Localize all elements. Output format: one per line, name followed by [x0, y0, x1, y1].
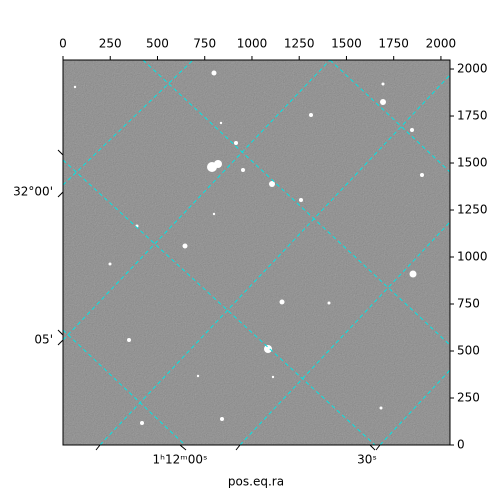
- x-tick-label: 1000: [237, 37, 268, 51]
- x-tick-label: 2000: [426, 37, 457, 51]
- stars: [73, 70, 424, 425]
- y-tick-label: 1750: [457, 109, 488, 123]
- y-tick-label: 2000: [457, 62, 488, 76]
- grid-line: [239, 221, 450, 445]
- ra-tick-label: 1ʰ12ᵐ00ˢ: [153, 453, 208, 467]
- image-noise: [63, 60, 450, 445]
- x-tick-label: 1750: [378, 37, 409, 51]
- x-tick-label: 1500: [331, 37, 362, 51]
- dec-tick-label: 32°00': [13, 185, 53, 199]
- grid-line: [63, 159, 376, 445]
- grid-line: [63, 60, 331, 341]
- x-tick-label: 500: [146, 37, 169, 51]
- y-tick-label: 750: [457, 297, 480, 311]
- y-tick-label: 500: [457, 344, 480, 358]
- x-tick-label: 750: [193, 37, 216, 51]
- y-tick-label: 1000: [457, 250, 488, 264]
- dec-tick-label: 05': [34, 333, 53, 347]
- x-tick-label: 0: [59, 37, 67, 51]
- y-tick-label: 1500: [457, 156, 488, 170]
- y-tick-label: 250: [457, 391, 480, 405]
- wcs-ticks: [57, 149, 381, 451]
- axes-frame: [62, 59, 451, 446]
- grid-line: [379, 369, 450, 445]
- x-axis-label: pos.eq.ra: [228, 475, 284, 489]
- grid-line: [99, 74, 450, 445]
- x-tick-label: 250: [99, 37, 122, 51]
- y-tick-label: 0: [457, 438, 465, 452]
- x-tick-label: 1250: [284, 37, 315, 51]
- coordinate-grid: [63, 60, 450, 445]
- grid-line: [329, 60, 450, 173]
- grid-line: [63, 60, 194, 186]
- y-tick-label: 1250: [457, 203, 488, 217]
- ra-tick-label: 30ˢ: [357, 453, 377, 467]
